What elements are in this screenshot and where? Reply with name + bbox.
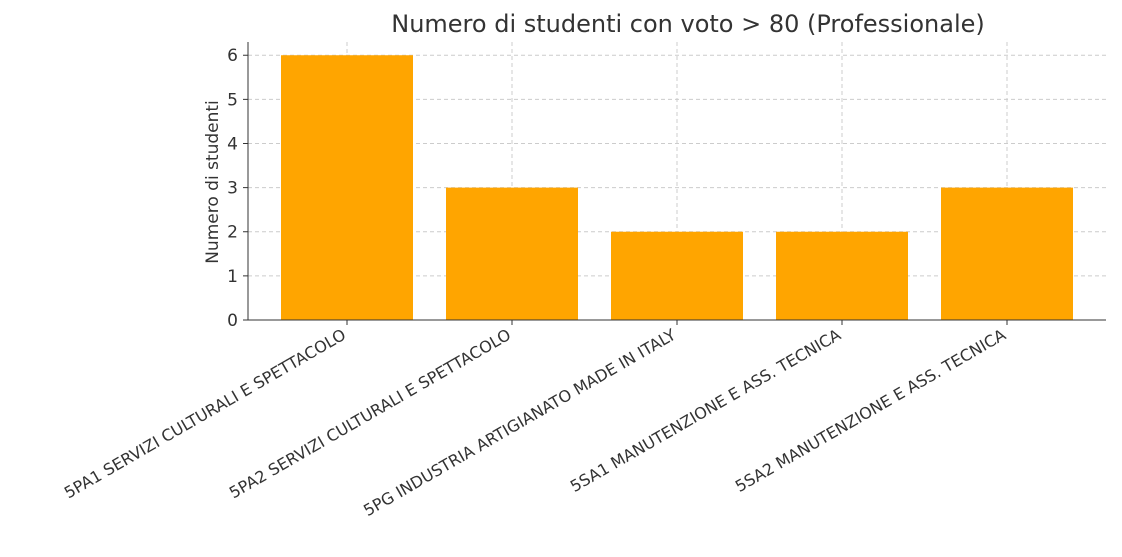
y-axis-label: Numero di studenti: [203, 100, 223, 264]
y-tick-label: 5: [227, 90, 238, 110]
y-tick-label: 6: [227, 46, 238, 66]
bar: [611, 231, 743, 320]
x-tick-label: 5PA2 SERVIZI CULTURALI E SPETTACOLO: [226, 325, 514, 502]
bar: [776, 231, 908, 320]
y-tick-label: 2: [227, 223, 238, 243]
x-tick-label: 5PG INDUSTRIA ARTIGIANATO MADE IN ITALY: [360, 325, 679, 520]
bar: [281, 55, 413, 320]
bar: [446, 187, 578, 320]
x-tick-label: 5PA1 SERVIZI CULTURALI E SPETTACOLO: [61, 325, 349, 502]
y-tick-label: 4: [227, 134, 238, 154]
x-tick-label: 5SA1 MANUTENZIONE E ASS. TECNICA: [567, 325, 844, 496]
bar: [941, 187, 1073, 320]
y-tick-label: 3: [227, 179, 238, 199]
y-tick-label: 0: [227, 311, 238, 331]
y-tick-label: 1: [227, 267, 238, 287]
chart-title: Numero di studenti con voto > 80 (Profes…: [391, 10, 985, 38]
x-tick-label: 5SA2 MANUTENZIONE E ASS. TECNICA: [732, 325, 1009, 496]
